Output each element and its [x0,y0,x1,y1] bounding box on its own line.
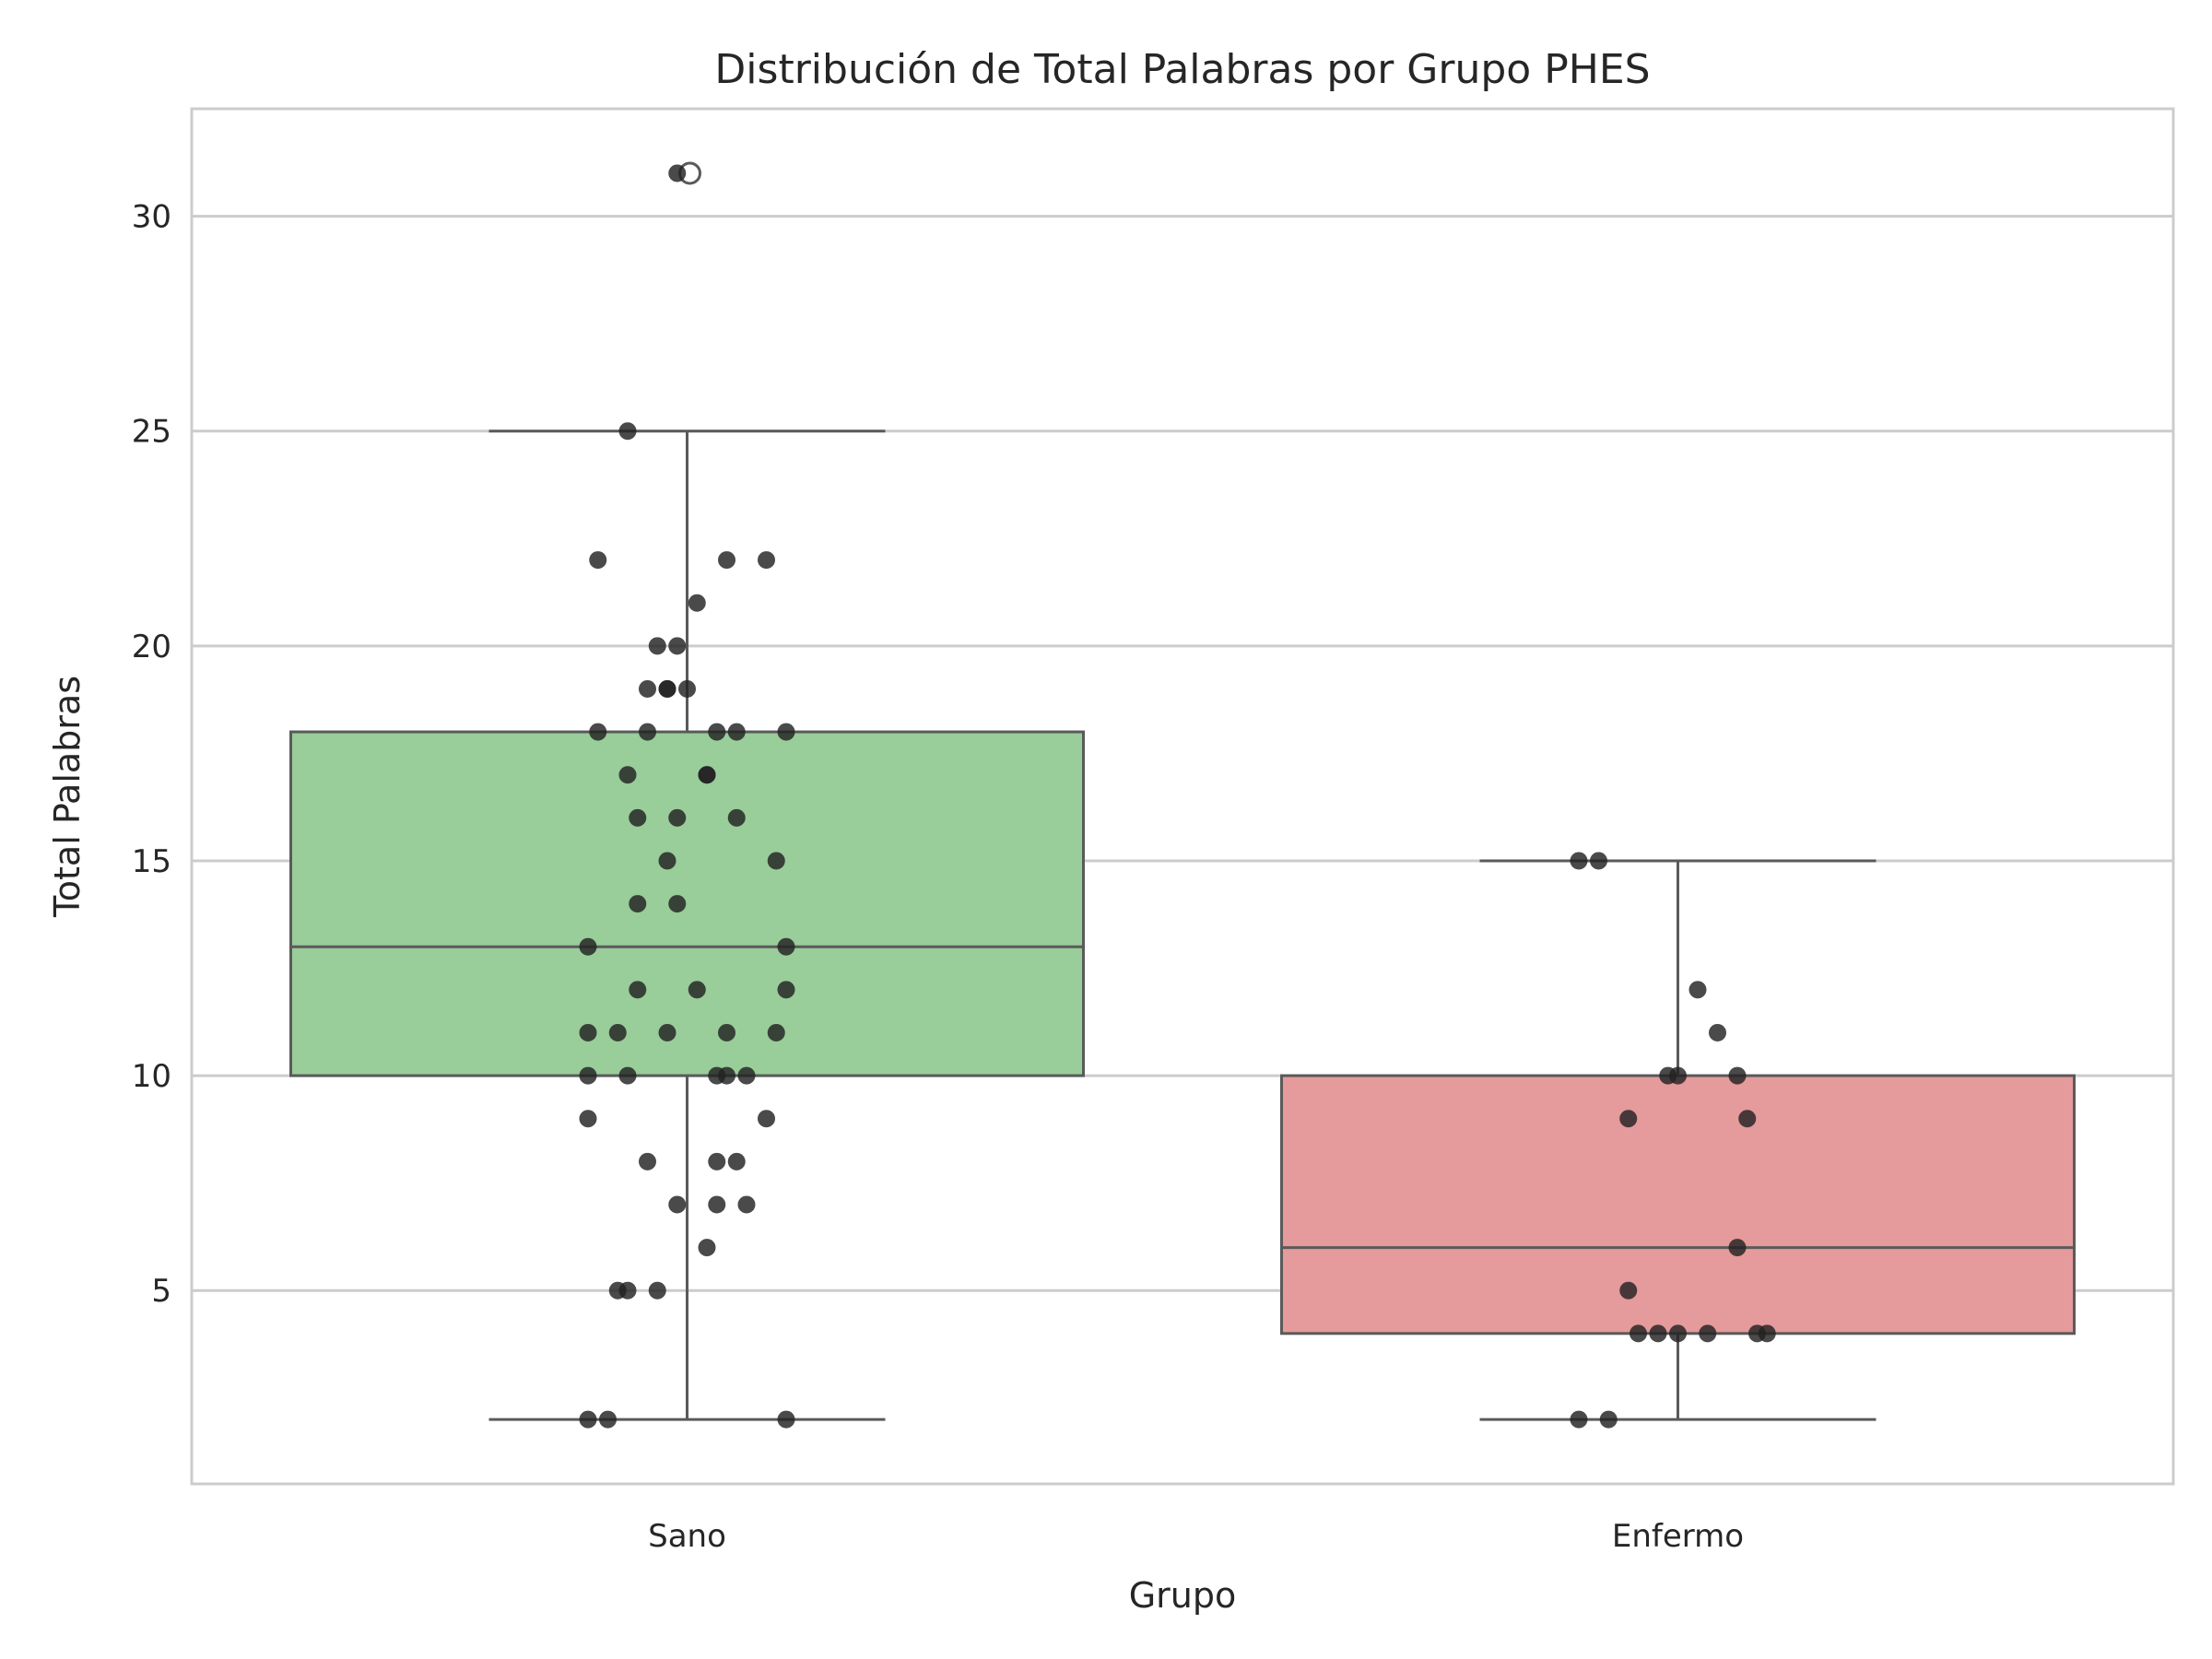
y-tick-label-20: 20 [132,629,171,665]
point-sano-5 [688,594,706,612]
y-tick-label-5: 5 [151,1273,171,1310]
y-tick-labels: 5 10 15 20 25 30 [132,199,171,1311]
point-sano-41 [737,1066,756,1085]
point-sano-50 [698,1239,716,1257]
point-sano-6 [648,637,666,655]
x-tick-labels: Sano Enfermo [648,1518,1744,1555]
point-sano-52 [618,1281,637,1300]
box-sano [289,730,1085,1077]
data-points [579,164,1776,1429]
point-enfermo-11 [1630,1324,1647,1343]
point-sano-49 [737,1195,756,1214]
point-sano-4 [758,551,775,570]
point-sano-36 [767,1023,785,1041]
point-sano-12 [708,723,726,741]
point-sano-15 [639,723,656,741]
point-enfermo-12 [1649,1324,1667,1343]
point-sano-47 [668,1195,687,1214]
point-sano-43 [758,1110,775,1128]
point-sano-40 [708,1066,726,1085]
point-sano-27 [579,937,597,956]
point-enfermo-13 [1669,1324,1687,1343]
point-sano-55 [599,1410,617,1429]
y-tick-label-25: 25 [132,414,171,451]
point-sano-45 [708,1152,726,1171]
point-sano-13 [727,723,746,741]
x-axis-label: Grupo [1129,1575,1237,1616]
point-enfermo-9 [1728,1239,1747,1257]
point-sano-21 [629,808,647,827]
point-sano-3 [718,551,735,570]
point-sano-34 [658,1023,677,1041]
point-sano-1 [618,422,637,441]
box-enfermo [1280,1074,2076,1335]
point-sano-10 [658,679,677,698]
point-sano-48 [708,1195,726,1214]
point-sano-7 [668,637,687,655]
point-enfermo-8 [1738,1110,1757,1128]
point-sano-0 [668,164,687,182]
point-sano-31 [777,981,795,999]
y-tick-label-10: 10 [132,1058,171,1095]
point-sano-26 [668,895,687,913]
point-enfermo-16 [1758,1324,1776,1343]
point-sano-33 [608,1023,627,1041]
point-sano-8 [639,679,656,698]
point-enfermo-5 [1669,1066,1687,1085]
point-sano-38 [618,1066,637,1085]
point-sano-44 [639,1152,656,1171]
point-sano-37 [579,1066,597,1085]
point-sano-35 [718,1023,735,1041]
y-tick-label-30: 30 [132,199,171,236]
point-sano-28 [777,937,795,956]
point-sano-2 [589,551,607,570]
chart-title: Distribución de Total Palabras por Grupo… [714,46,1650,93]
point-sano-11 [678,679,696,698]
point-enfermo-0 [1570,852,1588,870]
boxes [289,161,2076,1421]
point-sano-22 [727,808,746,827]
point-enfermo-1 [1590,852,1607,870]
point-sano-20 [668,808,687,827]
point-enfermo-7 [1619,1110,1638,1128]
point-enfermo-10 [1619,1281,1638,1300]
point-enfermo-17 [1570,1410,1588,1429]
point-sano-42 [579,1110,597,1128]
point-sano-23 [658,852,677,870]
point-sano-56 [777,1410,795,1429]
point-sano-16 [777,723,795,741]
point-sano-29 [629,981,647,999]
point-enfermo-6 [1728,1066,1747,1085]
point-sano-14 [589,723,607,741]
point-sano-53 [648,1281,666,1300]
point-sano-24 [767,852,785,870]
point-enfermo-2 [1688,981,1707,999]
point-sano-32 [579,1023,597,1041]
point-sano-19 [698,766,716,784]
point-sano-54 [579,1410,597,1429]
x-tick-label-sano: Sano [648,1518,726,1555]
y-axis-label: Total Palabras [47,676,88,918]
y-tick-label-15: 15 [132,843,171,880]
point-sano-17 [618,766,637,784]
point-enfermo-18 [1599,1410,1618,1429]
point-sano-30 [688,981,706,999]
point-enfermo-3 [1709,1023,1726,1041]
point-sano-46 [727,1152,746,1171]
point-enfermo-14 [1699,1324,1717,1343]
point-sano-25 [629,895,647,913]
plot-frame [190,107,2175,1486]
x-tick-label-enfermo: Enfermo [1612,1518,1744,1555]
